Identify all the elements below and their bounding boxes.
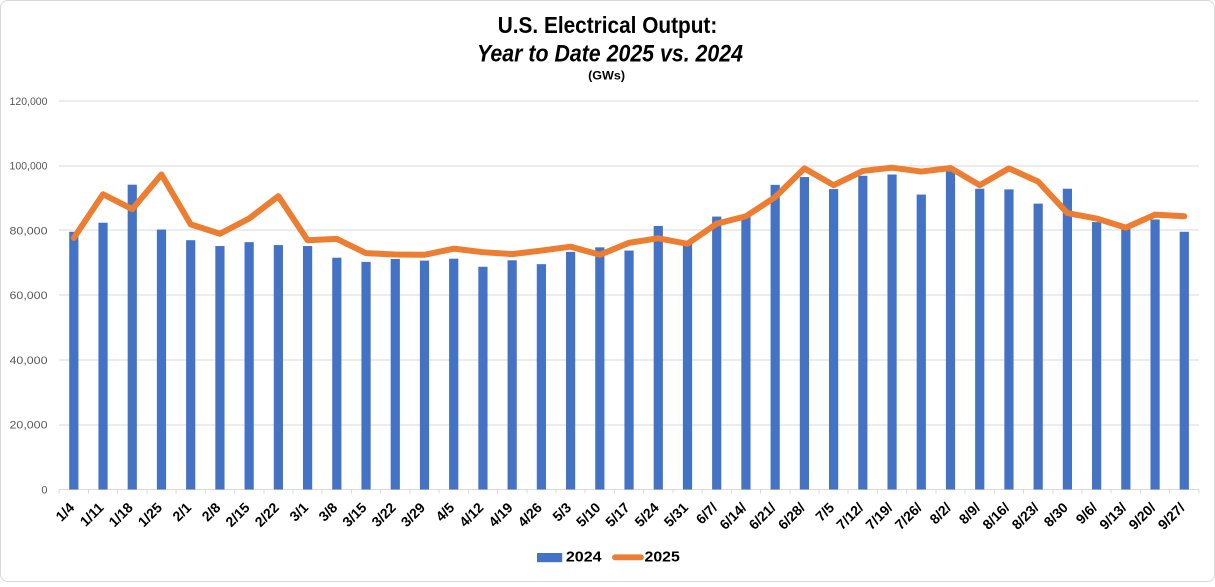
svg-text:60,000: 60,000 [10, 290, 48, 302]
svg-text:120,000: 120,000 [10, 96, 48, 108]
svg-text:100,000: 100,000 [10, 161, 48, 173]
svg-text:U.S. Electrical Output:: U.S. Electrical Output: [498, 12, 718, 38]
svg-text:20,000: 20,000 [10, 420, 48, 432]
svg-text:2024: 2024 [566, 550, 602, 566]
svg-text:(GWs): (GWs) [588, 70, 625, 82]
svg-text:Year to Date 2025 vs. 2024: Year to Date 2025 vs. 2024 [477, 41, 743, 68]
svg-text:0: 0 [41, 484, 47, 496]
svg-text:40,000: 40,000 [10, 355, 48, 367]
svg-text:80,000: 80,000 [10, 225, 48, 237]
svg-text:2025: 2025 [645, 550, 680, 566]
